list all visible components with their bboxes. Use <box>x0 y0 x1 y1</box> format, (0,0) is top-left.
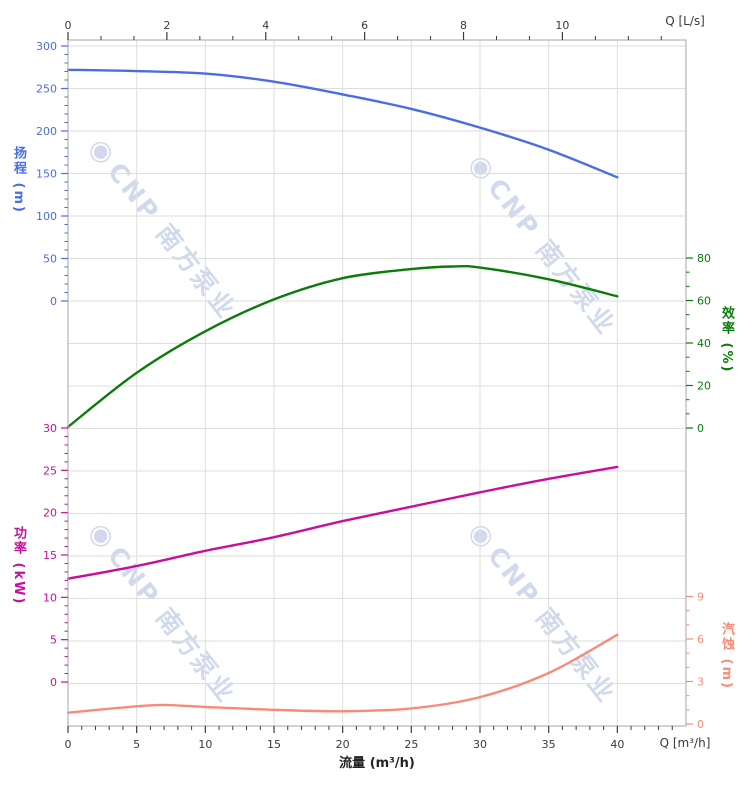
npsh-curve-path <box>66 633 619 714</box>
tick-label: 0 <box>65 738 72 751</box>
efficiency-axis-title: 效率 (%) <box>719 306 734 374</box>
tick-label: 0 <box>65 19 72 32</box>
tick-label: 25 <box>404 738 418 751</box>
tick-label: 0 <box>50 295 57 308</box>
plot-frame <box>67 39 687 727</box>
tick-label: 10 <box>198 738 212 751</box>
tick-label: 0 <box>697 718 704 731</box>
power-curve <box>66 465 619 580</box>
tick-label: 40 <box>610 738 624 751</box>
npsh-axis-title: 汽蚀 (m) <box>719 622 734 690</box>
tick-label: 15 <box>267 738 281 751</box>
tick-label: 10 <box>555 19 569 32</box>
efficiency-curve <box>66 264 619 429</box>
tick-label: 3 <box>697 676 704 689</box>
head-curve-path <box>66 68 619 179</box>
npsh-axis-ticks: 9 6 3 0 <box>686 591 704 731</box>
tick-label: 250 <box>36 83 57 96</box>
tick-label: 150 <box>36 168 57 181</box>
tick-label: 10 <box>43 591 57 604</box>
tick-label: 6 <box>361 19 368 32</box>
bottom-axis-ticks: 0 5 10 15 20 25 30 35 40 <box>65 726 673 751</box>
tick-label: 40 <box>697 337 711 350</box>
tick-label: 8 <box>460 19 467 32</box>
npsh-curve <box>66 633 619 714</box>
tick-label: 60 <box>697 295 711 308</box>
flow-axis-title: 流量 (m³/h) <box>339 756 415 771</box>
tick-label: 300 <box>36 40 57 53</box>
tick-label: 25 <box>43 464 57 477</box>
tick-label: 80 <box>697 252 711 265</box>
tick-label: 9 <box>697 591 704 604</box>
tick-label: 5 <box>50 634 57 647</box>
top-axis-unit-label: Q [L/s] <box>665 14 705 28</box>
power-axis-title: 功率 (kW) <box>11 526 26 606</box>
efficiency-axis-ticks: 80 60 40 20 0 <box>686 252 711 435</box>
bottom-axis-unit-label: Q [m³/h] <box>659 736 711 750</box>
head-axis-title: 扬程 (m) <box>11 146 26 214</box>
tick-label: 200 <box>36 125 57 138</box>
tick-label: 6 <box>697 633 704 646</box>
tick-label: 0 <box>50 676 57 689</box>
tick-label: 20 <box>336 738 350 751</box>
power-axis-ticks: 30 25 20 15 10 5 0 <box>43 422 68 689</box>
tick-label: 35 <box>542 738 556 751</box>
tick-label: 50 <box>43 253 57 266</box>
power-curve-path <box>66 465 619 580</box>
tick-label: 30 <box>473 738 487 751</box>
efficiency-curve-path <box>66 264 619 429</box>
tick-label: 100 <box>36 210 57 223</box>
plot-frame <box>67 39 687 727</box>
tick-label: 2 <box>163 19 170 32</box>
tick-label: 30 <box>43 422 57 435</box>
head-curve <box>66 68 619 179</box>
grid <box>68 40 686 726</box>
tick-label: 15 <box>43 549 57 562</box>
top-axis-ticks: 0 2 4 6 8 10 <box>65 19 662 40</box>
tick-label: 4 <box>262 19 269 32</box>
tick-label: 20 <box>697 380 711 393</box>
tick-label: 0 <box>697 422 704 435</box>
tick-label: 5 <box>133 738 140 751</box>
head-axis-ticks: 300 250 200 150 100 50 0 <box>36 40 68 308</box>
tick-label: 20 <box>43 507 57 520</box>
